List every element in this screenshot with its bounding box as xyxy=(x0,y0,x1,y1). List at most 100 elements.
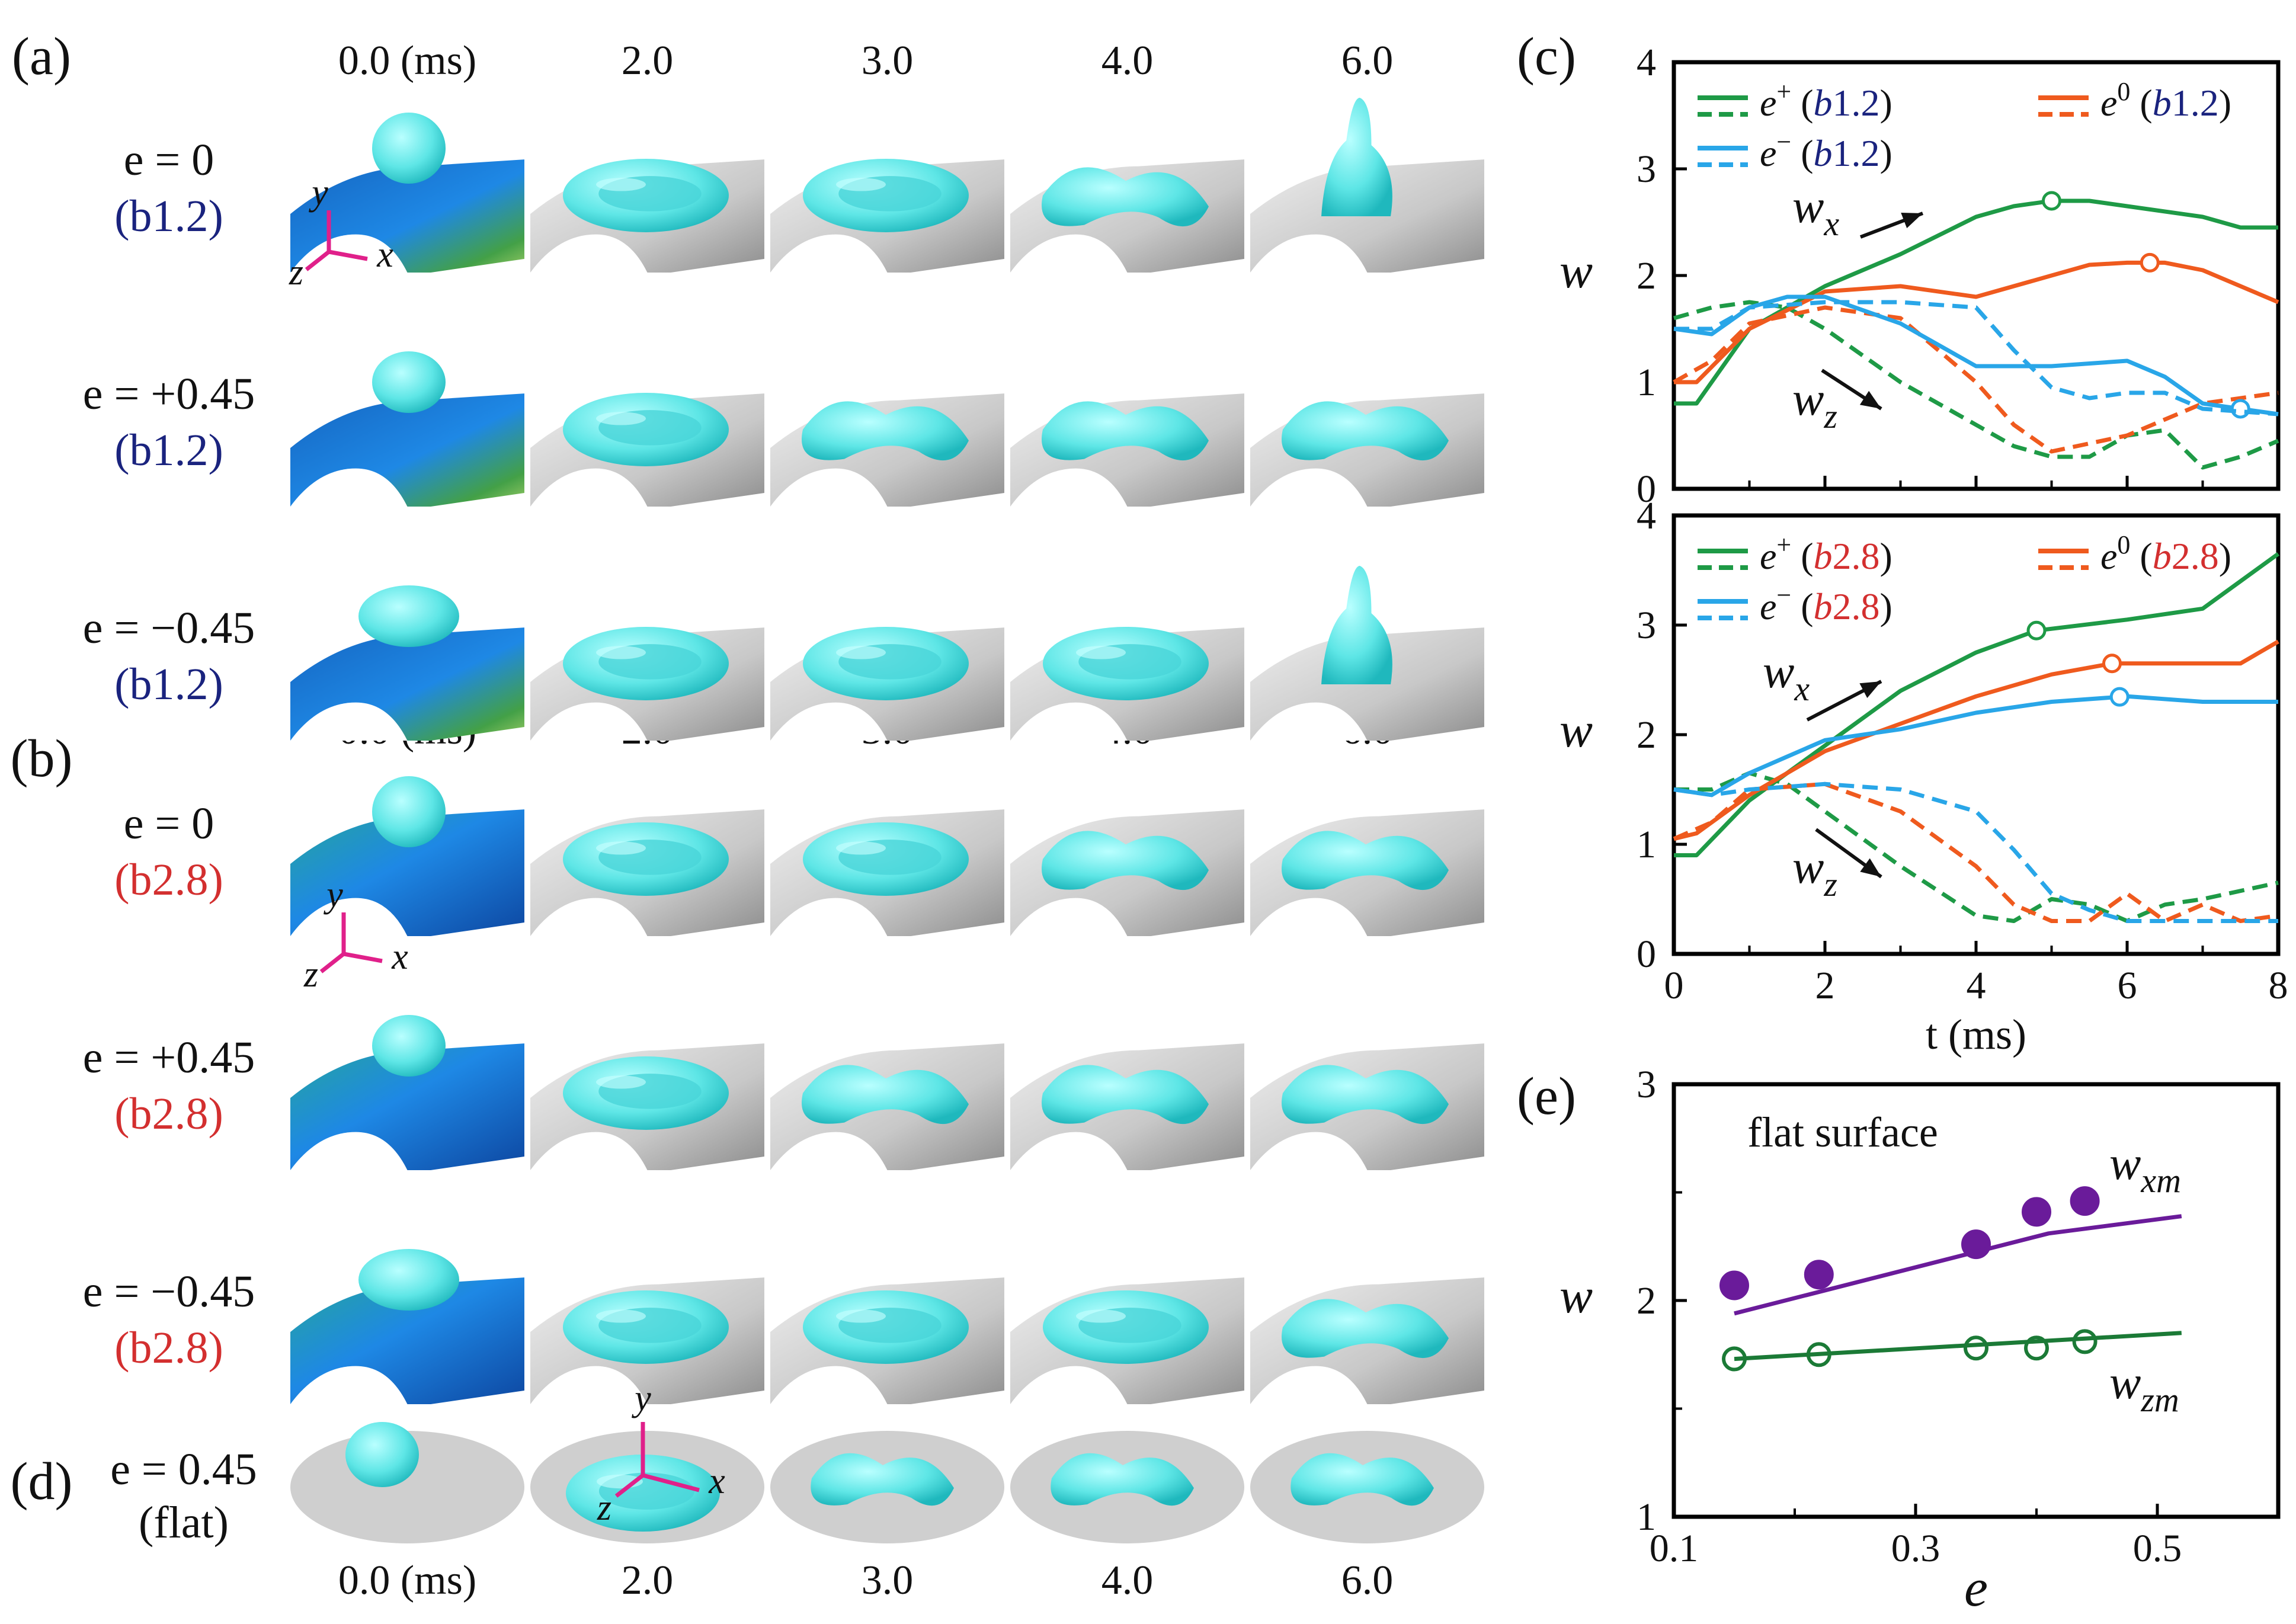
y-axis-label: w xyxy=(1560,1269,1593,1324)
droplet-shape xyxy=(372,351,446,413)
series-line xyxy=(1674,771,2279,923)
droplet-shape xyxy=(1282,831,1449,891)
y-tick-label: 4 xyxy=(1637,41,1656,84)
series-marker xyxy=(2230,399,2250,419)
droplet-shape xyxy=(563,822,729,896)
axis-z-label: z xyxy=(597,1488,611,1528)
row-label-flat: (flat) xyxy=(139,1498,229,1548)
axis-y-label: y xyxy=(323,875,343,915)
panel-label-e: (e) xyxy=(1517,1067,1576,1126)
droplet-shape xyxy=(802,1065,969,1125)
y-tick-label: 0 xyxy=(1637,467,1656,511)
droplet-shape xyxy=(1042,1065,1209,1125)
row-label-e: e = −0.45 xyxy=(83,603,255,653)
series-marker xyxy=(2109,687,2130,707)
droplet-shape xyxy=(1042,831,1209,891)
droplet-shape xyxy=(372,113,446,184)
y-tick-label: 4 xyxy=(1637,494,1656,537)
droplet-shape xyxy=(803,159,969,232)
series-marker xyxy=(2102,654,2122,674)
droplet-shape xyxy=(802,401,969,461)
row-label-e: e = 0 xyxy=(124,799,214,848)
droplet-shape xyxy=(563,1056,729,1130)
time-header-a: 0.0 (ms) xyxy=(338,38,476,84)
point-open xyxy=(1964,1335,1988,1361)
series-line xyxy=(1674,552,2280,857)
axis-y-label: y xyxy=(631,1378,651,1418)
droplet-shape xyxy=(1042,167,1209,227)
annotation-wz: wz xyxy=(1792,841,1837,904)
chart-c-top: 0 1 2 3 4 w e+ (b1.2) e0 (b1.2) e− (b1.2) wx wz xyxy=(1560,41,2281,511)
droplet-shape xyxy=(563,627,729,700)
droplet-shape xyxy=(358,1249,459,1311)
time-header-d: 3.0 xyxy=(862,1558,914,1603)
arrow-head xyxy=(1859,390,1881,409)
colored-cylinder-surface xyxy=(290,393,524,507)
panel-label-d: (d) xyxy=(11,1452,73,1511)
y-tick-label: 3 xyxy=(1637,1063,1656,1106)
row-label-bond: (b1.2) xyxy=(114,659,223,709)
axis-x-label: x xyxy=(708,1461,725,1501)
droplet-shape xyxy=(1282,401,1449,461)
y-tick-label: 1 xyxy=(1637,823,1656,866)
droplet-shape xyxy=(563,159,729,232)
series-line xyxy=(1734,1214,2182,1316)
y-tick-label: 3 xyxy=(1637,604,1656,647)
droplet-shape xyxy=(372,1015,446,1077)
row-label-bond: (b1.2) xyxy=(114,191,223,241)
droplet-shape xyxy=(1042,401,1209,461)
series-line xyxy=(1673,305,2279,454)
droplet-shape xyxy=(1282,1065,1449,1125)
axis-z-label: z xyxy=(289,252,303,293)
axes-triad-icon: y x z xyxy=(303,875,408,995)
y-tick-label: 2 xyxy=(1637,254,1656,297)
annotation-wz: wz xyxy=(1792,373,1837,435)
legend-entry: e− (b1.2) xyxy=(1760,127,1892,174)
droplet-shape xyxy=(358,585,459,647)
y-tick-label: 1 xyxy=(1637,1495,1656,1539)
legend-entry: e0 (b2.8) xyxy=(2100,530,2231,577)
row-label-bond: (b2.8) xyxy=(114,855,223,905)
series-line xyxy=(1673,781,2279,923)
droplet-shape xyxy=(563,1290,729,1364)
legend-entry: e+ (b2.8) xyxy=(1760,530,1892,577)
row-label-bond: (b2.8) xyxy=(114,1089,223,1139)
series-line xyxy=(1673,639,2279,841)
y-tick-label: 3 xyxy=(1637,148,1656,191)
colored-cylinder-surface xyxy=(290,627,524,741)
x-axis-label: t (ms) xyxy=(1926,1011,2026,1058)
annotation-wxm: wxm xyxy=(2109,1138,2181,1200)
y-tick-label: 1 xyxy=(1637,361,1656,404)
colored-cylinder-surface xyxy=(290,1277,524,1404)
panel-label-b: (b) xyxy=(11,729,73,788)
series-marker xyxy=(2042,191,2061,211)
series-line xyxy=(1673,781,2278,923)
arrow-head xyxy=(1860,858,1881,877)
time-header-a: 3.0 xyxy=(862,38,914,84)
axis-z-label: z xyxy=(303,954,318,995)
droplet-shape xyxy=(563,393,729,466)
colored-cylinder-surface xyxy=(290,1043,524,1170)
time-header-d: 4.0 xyxy=(1101,1558,1154,1603)
droplet-shape xyxy=(1291,1453,1434,1506)
series-line xyxy=(1674,300,2279,417)
series-marker xyxy=(2140,252,2160,273)
droplet-shape xyxy=(1043,627,1209,700)
point-open xyxy=(2072,1329,2098,1354)
point-filled xyxy=(1719,1270,1749,1301)
arrow-head xyxy=(1859,681,1881,699)
x-tick-label: 4 xyxy=(1967,964,1986,1007)
time-header-d: 0.0 (ms) xyxy=(338,1558,476,1603)
chart-c-bottom: 0 2 4 6 8 0 1 2 3 4 w t (ms) e+ (b2.8) e0 (b2.8) e− (b… xyxy=(1560,494,2288,1058)
droplet-shape xyxy=(345,1422,419,1487)
axis-y-label: y xyxy=(308,172,328,213)
row-label-e-flat: e = 0.45 xyxy=(110,1444,257,1494)
series-line xyxy=(1734,1331,2182,1362)
point-filled xyxy=(2022,1197,2051,1227)
row-label-e: e = −0.45 xyxy=(83,1267,255,1317)
series-marker xyxy=(2026,620,2047,640)
axes-triad-icon: y x z xyxy=(289,172,393,293)
time-header-a: 4.0 xyxy=(1101,38,1154,84)
annotation-wx: wx xyxy=(1763,646,1810,708)
legend-entry: e− (b2.8) xyxy=(1760,581,1892,627)
